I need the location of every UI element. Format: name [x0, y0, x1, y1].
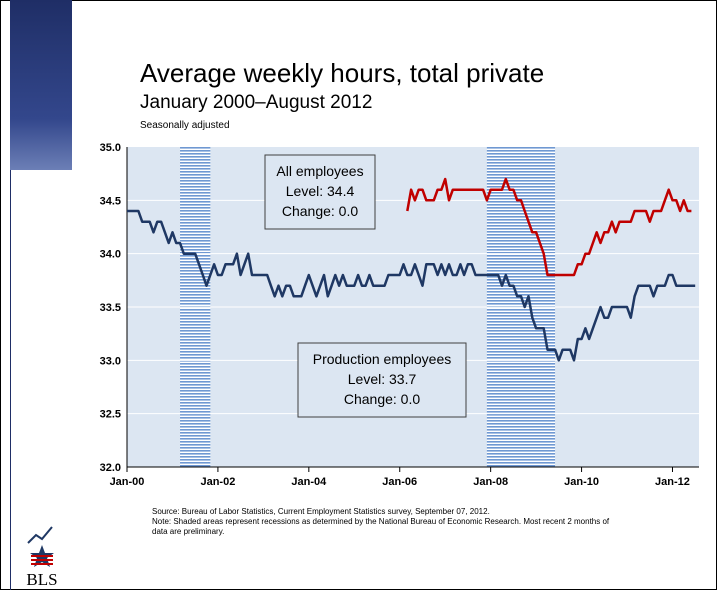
bls-logo-icon: BLS — [26, 526, 58, 587]
x-tick-label-0: Jan-00 — [110, 476, 145, 488]
annotation-all-employees-box — [264, 154, 376, 230]
sidebar-accent-line — [10, 170, 11, 590]
y-tick-label-5: 34.5 — [100, 195, 121, 207]
annotation-production-employees-line-3: Change: 0.0 — [344, 391, 420, 407]
series-line-production-employees — [127, 209, 696, 362]
x-tick-label-4: Jan-08 — [473, 476, 508, 488]
seasonally-adjusted-note: Seasonally adjusted — [140, 120, 230, 131]
recession-note: Note: Shaded areas represent recessions … — [152, 517, 610, 536]
x-tick-label-1: Jan-02 — [200, 476, 235, 488]
annotation-all-employees-line-2: Level: 34.4 — [286, 183, 355, 199]
x-tick-label-2: Jan-04 — [291, 476, 327, 488]
sidebar-accent-bar — [10, 0, 72, 170]
y-tick-label-2: 33.0 — [100, 355, 121, 367]
annotation-all-employees-line-1: All employees — [276, 163, 363, 179]
chart-title: Average weekly hours, total private — [140, 58, 545, 88]
y-tick-label-6: 35.0 — [100, 142, 121, 154]
chart-subtitle: January 2000–August 2012 — [140, 92, 373, 113]
x-tick-label-5: Jan-10 — [564, 476, 599, 488]
annotation-production-employees-line-1: Production employees — [313, 351, 452, 367]
annotation-production-employees-box — [297, 342, 467, 418]
chart-source-note: Source: Bureau of Labor Statistics, Curr… — [152, 507, 612, 537]
annotation-production-employees-line-2: Level: 33.7 — [348, 371, 417, 387]
annotation-all-employees-line-3: Change: 0.0 — [282, 203, 358, 219]
y-tick-label-3: 33.5 — [100, 302, 121, 314]
series-line-all-employees — [406, 177, 692, 277]
y-tick-label-1: 32.5 — [100, 409, 121, 421]
y-tick-label-0: 32.0 — [100, 462, 121, 474]
bls-logo-text: BLS — [26, 570, 57, 587]
y-tick-label-4: 34.0 — [100, 249, 121, 261]
x-tick-label-3: Jan-06 — [382, 476, 417, 488]
x-tick-label-6: Jan-12 — [655, 476, 690, 488]
source-text: Source: Bureau of Labor Statistics, Curr… — [152, 507, 490, 516]
